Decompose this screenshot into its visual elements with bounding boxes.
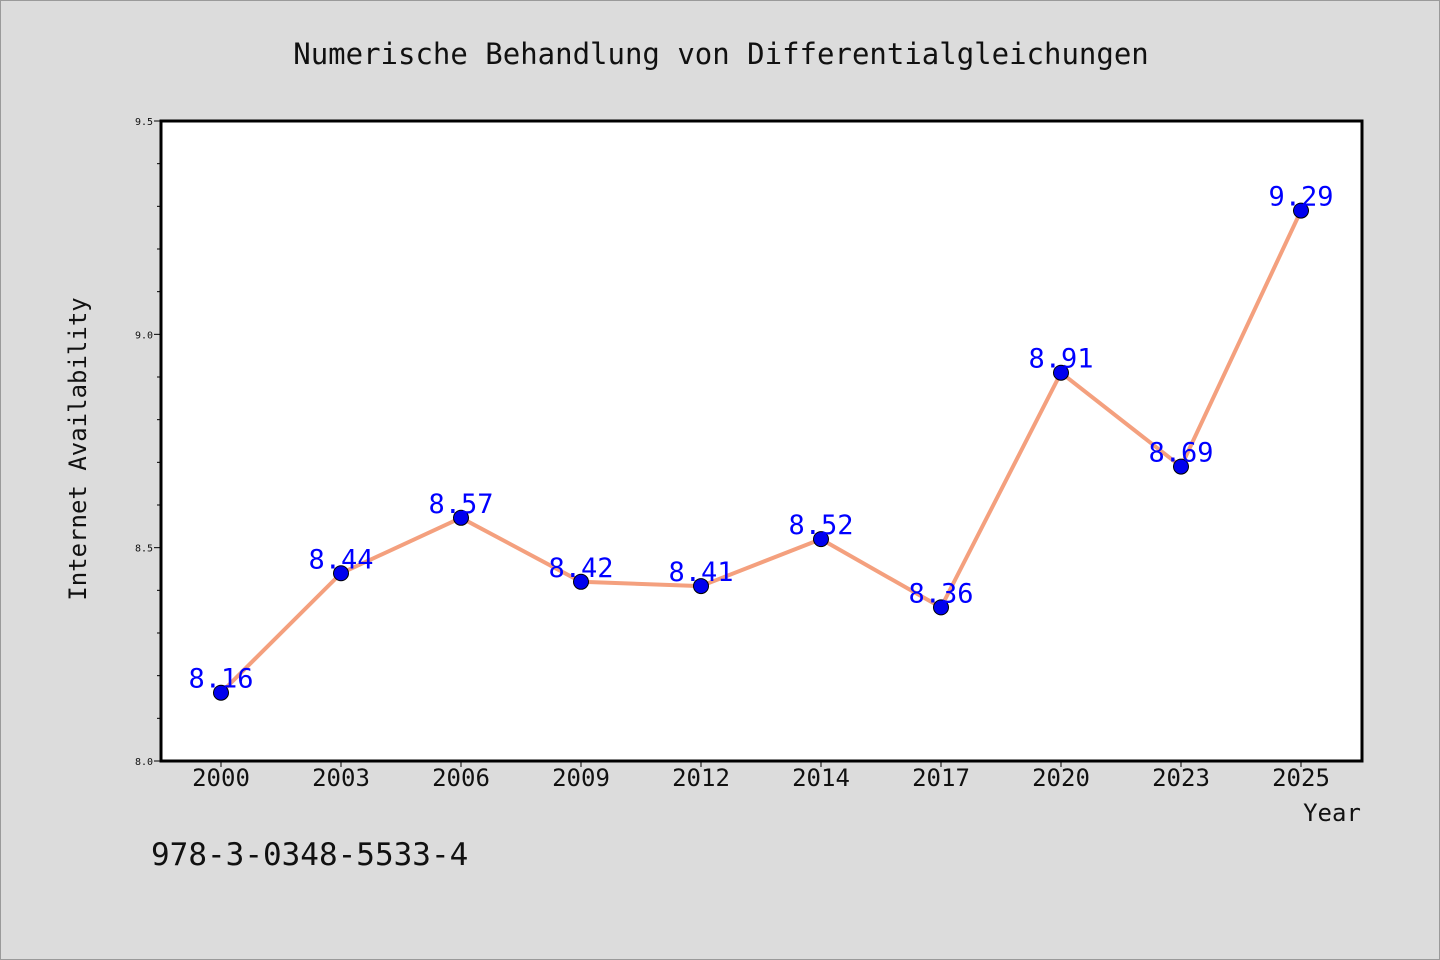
data-point: [213, 684, 229, 701]
y-tick-label: 8.0: [135, 757, 153, 768]
data-label: 8.91: [1028, 344, 1093, 375]
data-label: 8.42: [548, 553, 613, 584]
y-axis-label: Internet Availability: [64, 297, 92, 600]
y-minor-ticks: [157, 163, 161, 719]
data-label: 9.29: [1268, 182, 1333, 213]
data-labels: 8.16 8.44 8.57 8.42 8.41 8.52 8.36 8.91 8.69 9.29: [188, 182, 1333, 695]
y-tick-label: 9.5: [135, 117, 153, 128]
data-point: [933, 599, 949, 616]
x-tick-label: 2000: [192, 764, 250, 792]
y-axis-ticks: 8.0 8.5 9.0 9.5: [135, 117, 161, 768]
data-point: [1293, 202, 1309, 219]
series-markers: [213, 202, 1309, 701]
data-label: 8.44: [308, 544, 373, 575]
data-point: [1053, 364, 1069, 381]
data-point: [813, 531, 829, 548]
data-point: [453, 509, 469, 526]
x-tick-label: 2020: [1032, 764, 1090, 792]
data-point: [693, 578, 709, 595]
plot-area: [159, 119, 1364, 763]
x-tick-label: 2025: [1272, 764, 1330, 792]
y-tick-label: 8.5: [135, 544, 153, 555]
y-tick-label: 9.0: [135, 330, 153, 341]
data-point: [573, 573, 589, 590]
x-tick-label: 2009: [552, 764, 610, 792]
data-label: 8.16: [188, 664, 253, 695]
series-line: [219, 209, 1303, 695]
x-axis-ticks: 2000 2003 2006 2009 2012 2014 2017 2020 2023 2025: [192, 761, 1330, 792]
data-label: 8.41: [668, 557, 733, 588]
x-axis-label: Year: [1303, 799, 1361, 827]
x-tick-label: 2006: [432, 764, 490, 792]
chart-title: Numerische Behandlung von Differentialgl…: [293, 37, 1149, 71]
x-tick-label: 2014: [792, 764, 850, 792]
x-tick-label: 2023: [1152, 764, 1210, 792]
x-tick-label: 2012: [672, 764, 730, 792]
data-label: 8.57: [428, 489, 493, 520]
isbn-text: 978-3-0348-5533-4: [151, 837, 468, 873]
x-tick-label: 2003: [312, 764, 370, 792]
data-point: [1173, 458, 1189, 475]
data-label: 8.52: [788, 510, 853, 541]
x-tick-label: 2017: [912, 764, 970, 792]
data-label: 8.36: [908, 578, 973, 609]
data-point: [333, 565, 349, 582]
data-label: 8.69: [1148, 438, 1213, 469]
